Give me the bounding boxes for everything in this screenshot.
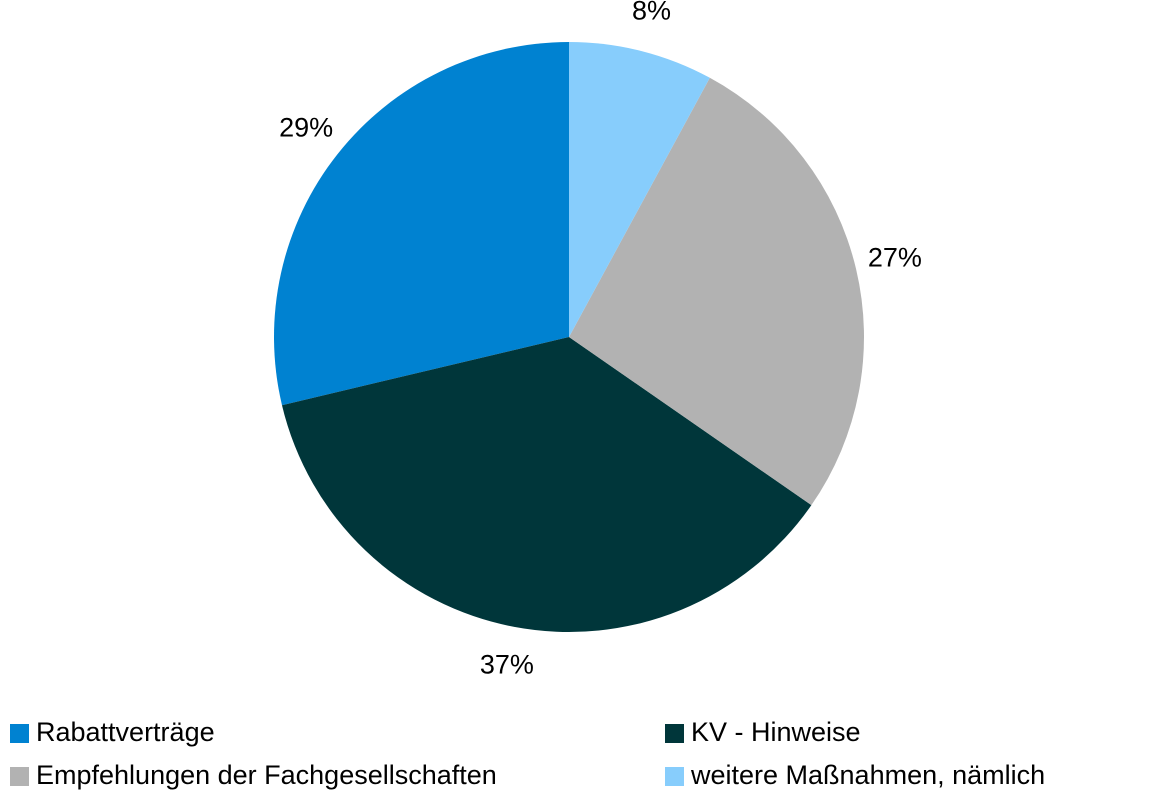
data-label: 29% (279, 112, 333, 142)
legend-swatch (10, 724, 29, 743)
legend-label: Rabattverträge (36, 717, 215, 747)
legend-label: Empfehlungen der Fachgesellschaften (36, 760, 497, 790)
legend-swatch (665, 724, 684, 743)
data-label: 8% (632, 0, 671, 25)
legend-swatch (10, 767, 29, 786)
pie-slice (281, 337, 812, 632)
data-label: 37% (480, 649, 534, 679)
legend-swatch (665, 767, 684, 786)
data-label: 27% (868, 243, 922, 273)
pie-slice (274, 42, 569, 406)
pie-slice (569, 77, 864, 506)
pie-slice (569, 41, 710, 337)
legend-label: weitere Maßnahmen, nämlich (690, 760, 1045, 790)
legend-label: KV - Hinweise (691, 717, 861, 747)
